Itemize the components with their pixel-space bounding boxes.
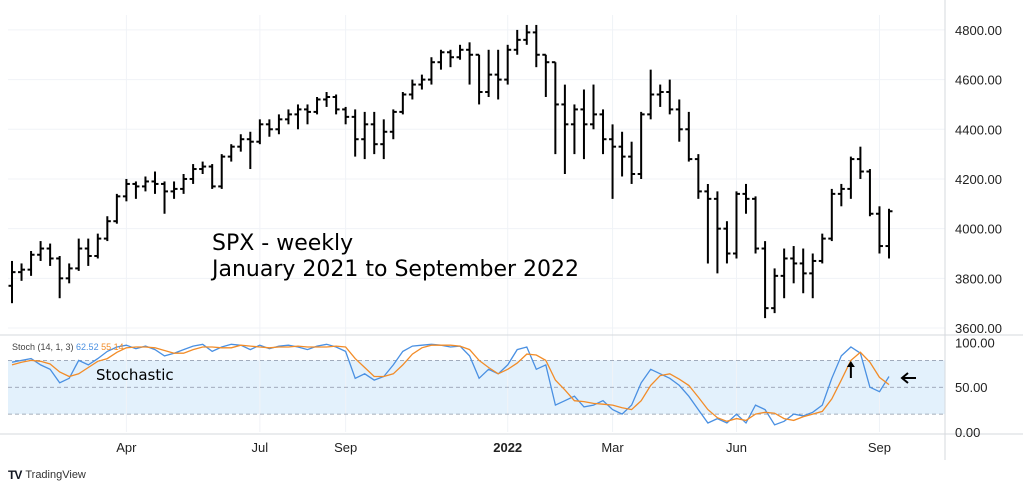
- stoch-tick-label: 100.00: [955, 335, 995, 350]
- price-tick-label: 4000.00: [955, 222, 1002, 237]
- time-tick-label: Jun: [726, 440, 747, 455]
- time-tick-label: Jul: [252, 440, 269, 455]
- annotation-line: SPX - weekly: [212, 231, 353, 256]
- up-arrow-icon: [846, 361, 855, 367]
- stoch-d-line: [11, 344, 890, 422]
- stoch-tick-label: 0.00: [955, 425, 980, 440]
- time-tick-label: Apr: [116, 440, 137, 455]
- price-tick-label: 4800.00: [955, 23, 1002, 38]
- tradingview-logo-icon: TV: [8, 468, 22, 482]
- annotation-line: January 2021 to September 2022: [210, 257, 579, 282]
- attribution-label: TradingView: [25, 469, 86, 481]
- price-tick-label: 3600.00: [955, 321, 1002, 336]
- stoch-legend: Stoch (14, 1, 3) 62.52 55.14: [12, 342, 124, 352]
- stoch-tick-label: 50.00: [955, 380, 988, 395]
- price-tick-label: 4400.00: [955, 122, 1002, 137]
- left-arrow-icon: [900, 372, 909, 384]
- attribution[interactable]: TV TradingView: [8, 468, 86, 482]
- stoch-legend-d-value: 55.14: [101, 342, 124, 352]
- stoch-legend-k-value: 62.52: [76, 342, 101, 352]
- time-tick-label: Sep: [868, 440, 891, 455]
- price-tick-label: 4200.00: [955, 172, 1002, 187]
- price-tick-label: 4600.00: [955, 73, 1002, 88]
- stochastic-label: Stochastic: [96, 366, 174, 384]
- stoch-legend-name: Stoch (14, 1, 3): [12, 342, 76, 352]
- time-tick-label: Mar: [601, 440, 624, 455]
- time-tick-label: Sep: [334, 440, 357, 455]
- time-tick-label: 2022: [493, 440, 522, 455]
- price-tick-label: 3800.00: [955, 271, 1002, 286]
